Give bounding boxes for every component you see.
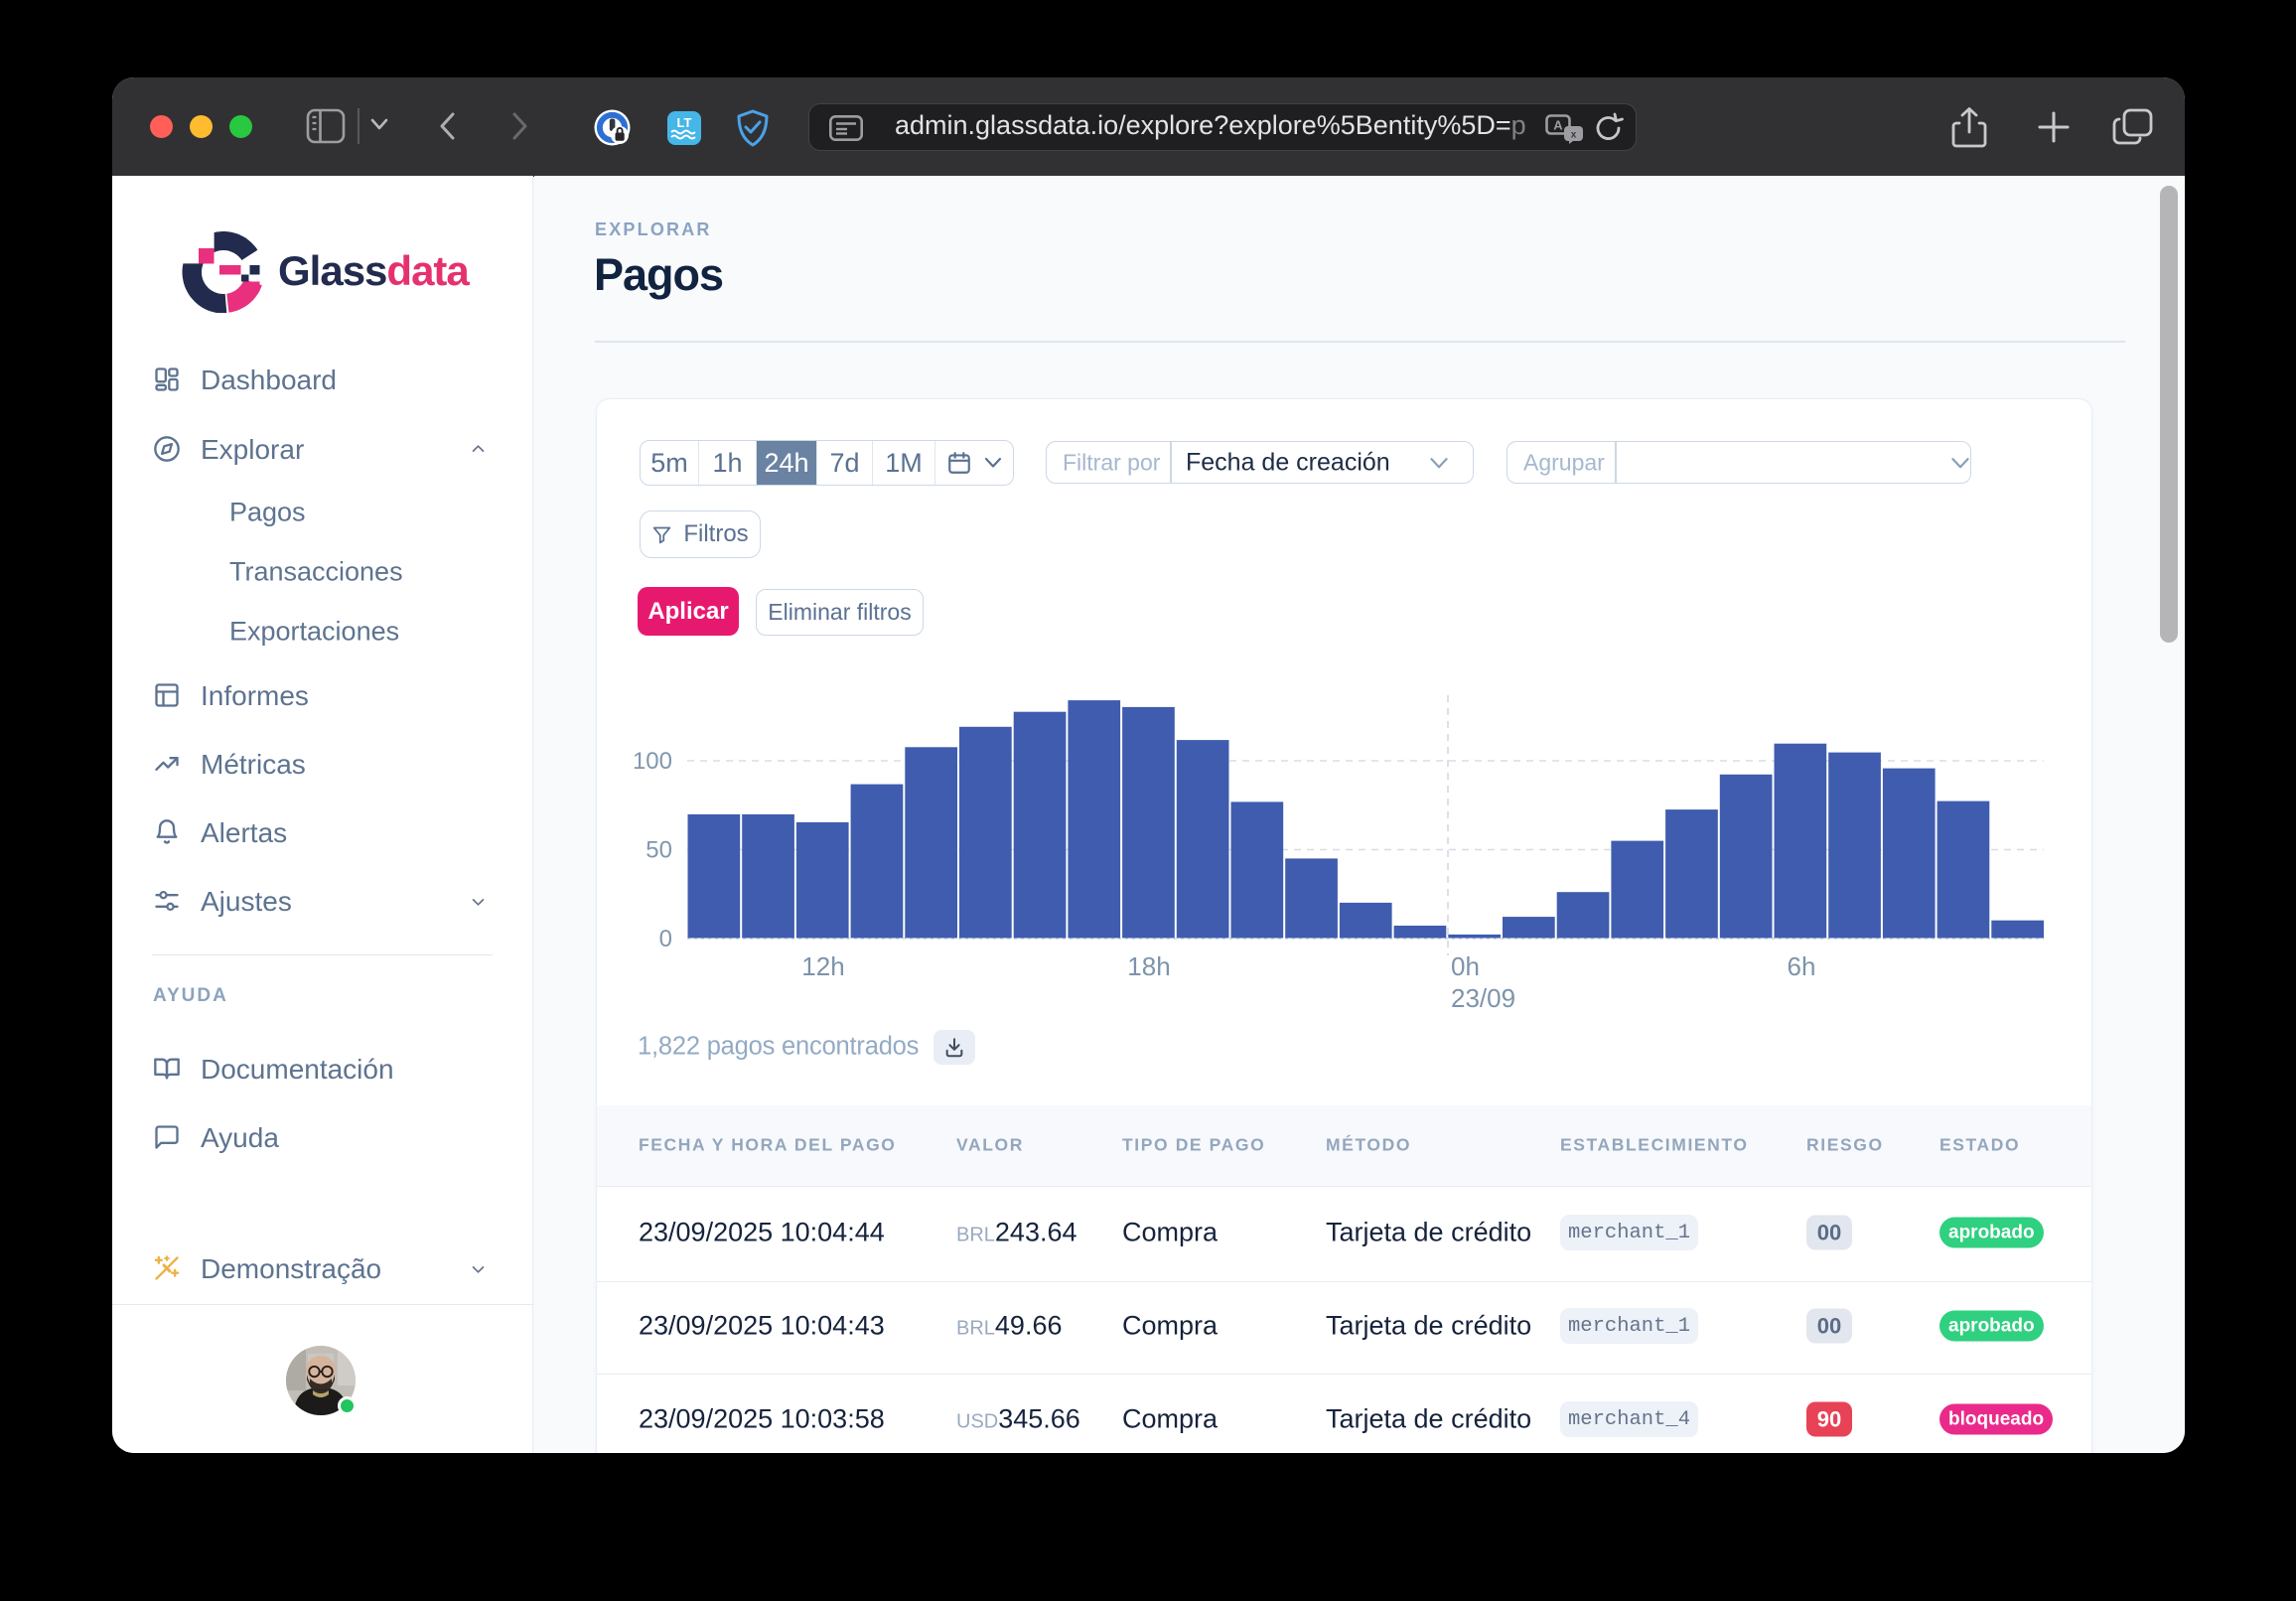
svg-text:A: A xyxy=(1553,118,1563,133)
svg-text:6h: 6h xyxy=(1788,951,1816,981)
svg-text:50: 50 xyxy=(646,837,672,864)
svg-text:LT: LT xyxy=(677,115,692,130)
svg-text:x: x xyxy=(1571,130,1577,141)
svg-text:100: 100 xyxy=(633,748,672,775)
svg-text:0: 0 xyxy=(659,926,672,952)
svg-text:12h: 12h xyxy=(801,951,844,981)
svg-text:0h: 0h xyxy=(1451,951,1480,981)
svg-text:18h: 18h xyxy=(1127,951,1170,981)
svg-text:23/09: 23/09 xyxy=(1451,983,1515,1013)
